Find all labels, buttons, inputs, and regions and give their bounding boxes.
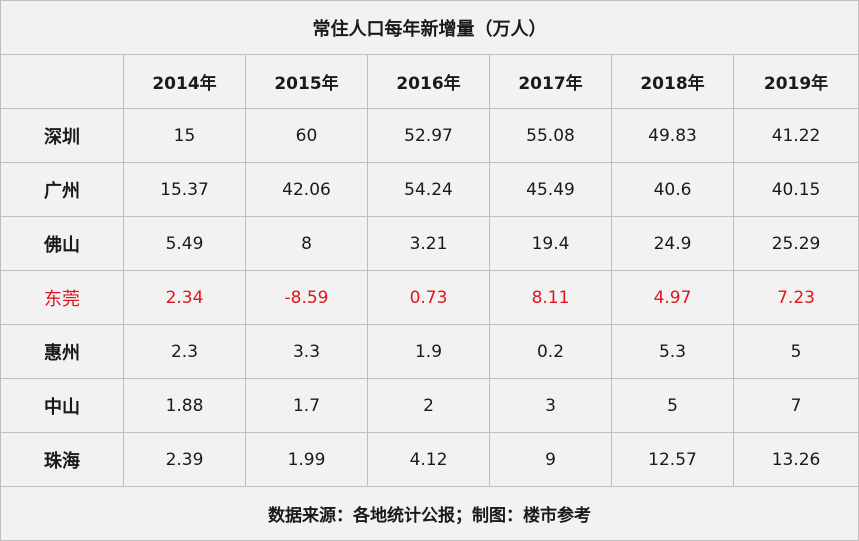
city-name: 中山 [0, 378, 124, 433]
value-cell: 3.3 [245, 324, 368, 379]
value-cell: 2 [367, 378, 490, 433]
value-cell: -8.59 [245, 270, 368, 325]
value-cell: 13.26 [732, 432, 859, 487]
value-cell: 4.12 [367, 432, 490, 487]
value-cell: 40.15 [732, 162, 859, 217]
city-name: 珠海 [0, 432, 124, 487]
table-row: 佛山 5.49 8 3.21 19.4 24.9 25.29 [0, 216, 859, 271]
value-cell: 4.97 [611, 270, 734, 325]
value-cell: 55.08 [489, 108, 612, 163]
corner-header [0, 54, 124, 109]
city-name: 惠州 [0, 324, 124, 379]
city-name: 广州 [0, 162, 124, 217]
value-cell: 19.4 [489, 216, 612, 271]
value-cell: 40.6 [611, 162, 734, 217]
value-cell: 42.06 [245, 162, 368, 217]
table-row-highlighted: 东莞 2.34 -8.59 0.73 8.11 4.97 7.23 [0, 270, 859, 325]
year-header: 2019年 [732, 54, 859, 109]
value-cell: 1.99 [245, 432, 368, 487]
table-row: 惠州 2.3 3.3 1.9 0.2 5.3 5 [0, 324, 859, 379]
year-header: 2014年 [123, 54, 246, 109]
value-cell: 1.9 [367, 324, 490, 379]
year-header: 2015年 [245, 54, 368, 109]
source-note: 数据来源：各地统计公报；制图：楼市参考 [0, 486, 859, 541]
table-row: 珠海 2.39 1.99 4.12 9 12.57 13.26 [0, 432, 859, 487]
city-name: 东莞 [0, 270, 124, 325]
value-cell: 12.57 [611, 432, 734, 487]
value-cell: 0.73 [367, 270, 490, 325]
value-cell: 3 [489, 378, 612, 433]
year-header: 2018年 [611, 54, 734, 109]
value-cell: 9 [489, 432, 612, 487]
table-title: 常住人口每年新增量（万人） [0, 0, 859, 55]
year-header: 2017年 [489, 54, 612, 109]
value-cell: 3.21 [367, 216, 490, 271]
value-cell: 5 [611, 378, 734, 433]
value-cell: 7.23 [732, 270, 859, 325]
year-header: 2016年 [367, 54, 490, 109]
value-cell: 15 [123, 108, 246, 163]
footer-row: 数据来源：各地统计公报；制图：楼市参考 [0, 486, 859, 541]
value-cell: 1.88 [123, 378, 246, 433]
value-cell: 8.11 [489, 270, 612, 325]
value-cell: 24.9 [611, 216, 734, 271]
value-cell: 49.83 [611, 108, 734, 163]
title-row: 常住人口每年新增量（万人） [0, 0, 859, 55]
value-cell: 1.7 [245, 378, 368, 433]
value-cell: 60 [245, 108, 368, 163]
table-row: 广州 15.37 42.06 54.24 45.49 40.6 40.15 [0, 162, 859, 217]
value-cell: 2.3 [123, 324, 246, 379]
value-cell: 41.22 [732, 108, 859, 163]
city-name: 佛山 [0, 216, 124, 271]
value-cell: 25.29 [732, 216, 859, 271]
value-cell: 54.24 [367, 162, 490, 217]
value-cell: 0.2 [489, 324, 612, 379]
value-cell: 15.37 [123, 162, 246, 217]
value-cell: 45.49 [489, 162, 612, 217]
value-cell: 52.97 [367, 108, 490, 163]
value-cell: 2.39 [123, 432, 246, 487]
value-cell: 7 [732, 378, 859, 433]
value-cell: 5.3 [611, 324, 734, 379]
value-cell: 8 [245, 216, 368, 271]
value-cell: 2.34 [123, 270, 246, 325]
table-row: 中山 1.88 1.7 2 3 5 7 [0, 378, 859, 433]
table-row: 深圳 15 60 52.97 55.08 49.83 41.22 [0, 108, 859, 163]
header-row: 2014年 2015年 2016年 2017年 2018年 2019年 [0, 54, 859, 109]
value-cell: 5.49 [123, 216, 246, 271]
city-name: 深圳 [0, 108, 124, 163]
value-cell: 5 [732, 324, 859, 379]
